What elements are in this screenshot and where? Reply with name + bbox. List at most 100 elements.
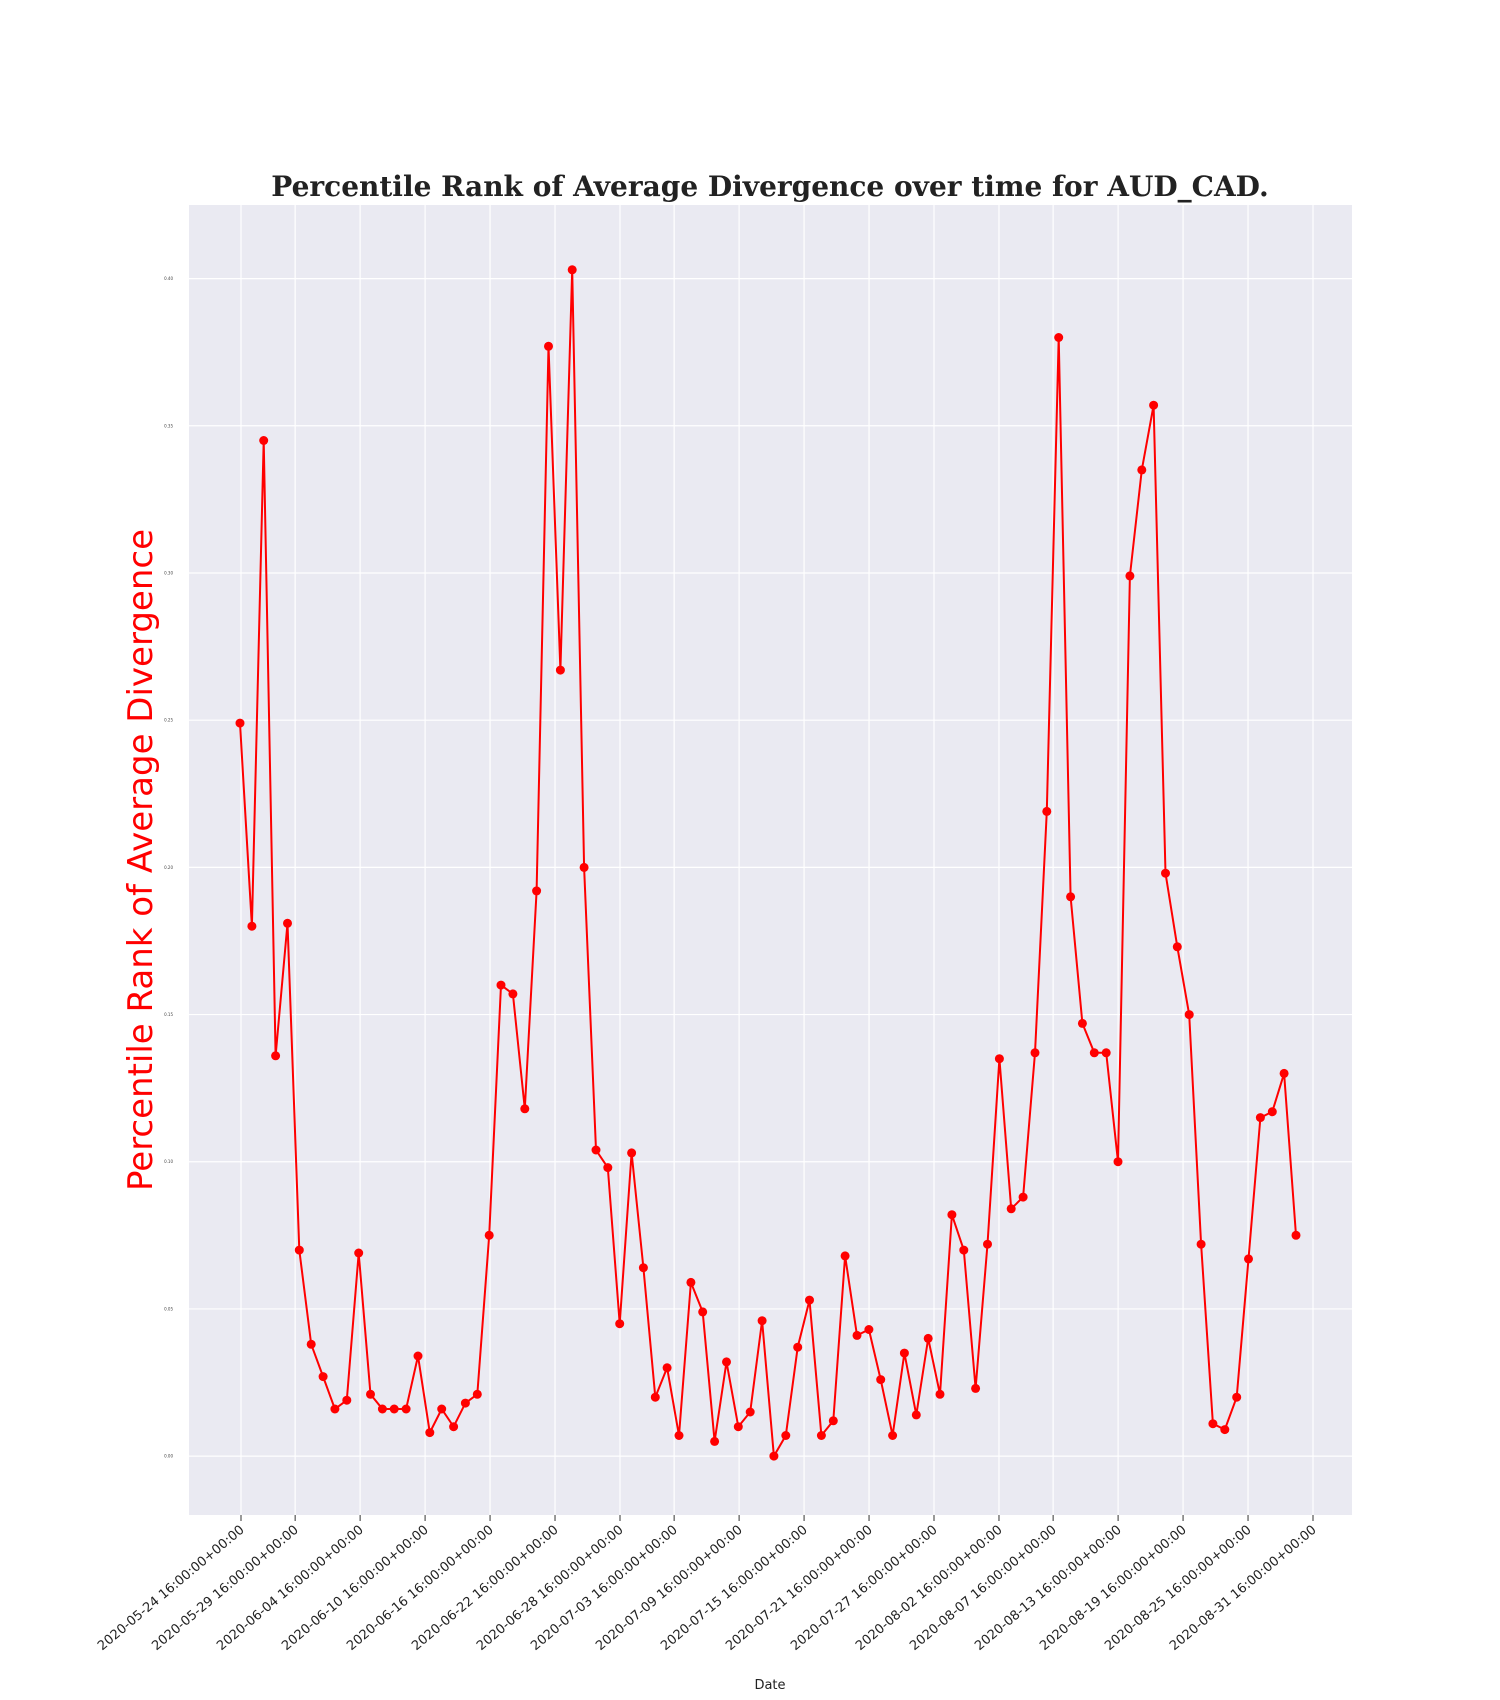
data-point [555, 665, 565, 675]
y-tick-label: 0.20 [164, 865, 173, 870]
data-point [567, 265, 577, 275]
data-point [1125, 571, 1135, 581]
y-ticks: 0.00 0.05 0.10 0.15 0.20 0.25 0.30 0.35 0.40 [164, 276, 173, 1459]
y-tick-label: 0.10 [164, 1159, 173, 1164]
plot-background [189, 205, 1352, 1515]
data-point [271, 1051, 281, 1061]
data-point [484, 1230, 494, 1240]
data-point [1291, 1230, 1301, 1240]
data-point [401, 1404, 411, 1414]
data-point [852, 1330, 862, 1340]
data-point [544, 341, 553, 351]
chart-title: Percentile Rank of Average Divergence ov… [271, 170, 1268, 203]
data-point [1137, 465, 1147, 475]
data-point [805, 1295, 814, 1305]
data-points [235, 265, 1301, 1461]
y-tick-label: 0.35 [164, 423, 173, 428]
data-point [722, 1357, 731, 1367]
data-point [425, 1428, 435, 1438]
data-point [935, 1389, 945, 1399]
data-point [888, 1431, 898, 1440]
data-point [1161, 868, 1170, 878]
data-point [472, 1389, 482, 1399]
x-axis-label: Date [754, 1678, 785, 1693]
data-point [994, 1054, 1004, 1064]
data-point [627, 1148, 637, 1158]
data-point [923, 1333, 933, 1343]
data-point [733, 1422, 743, 1432]
data-point [389, 1404, 399, 1414]
data-point [354, 1248, 364, 1258]
data-point [769, 1451, 779, 1461]
data-point [1232, 1392, 1242, 1402]
data-point [1006, 1204, 1016, 1214]
data-point [781, 1431, 791, 1440]
data-point [235, 718, 245, 728]
y-axis-label: Percentile Rank of Average Divergence [121, 529, 161, 1191]
data-point [971, 1383, 981, 1393]
data-point [615, 1319, 625, 1329]
y-tick-label: 0.25 [164, 718, 173, 723]
data-point [828, 1416, 838, 1426]
data-point [757, 1316, 767, 1326]
data-point [591, 1145, 601, 1155]
data-point [283, 918, 292, 928]
y-tick-label: 0.05 [164, 1306, 173, 1311]
data-point [1244, 1254, 1253, 1264]
data-point [1042, 806, 1052, 816]
data-point [342, 1395, 352, 1405]
data-point [603, 1163, 613, 1173]
data-point [520, 1104, 530, 1114]
data-point [840, 1251, 850, 1261]
data-point [318, 1372, 328, 1382]
data-point [330, 1404, 340, 1414]
data-point [437, 1404, 447, 1414]
data-point [413, 1351, 423, 1361]
data-point [532, 886, 542, 896]
data-point [1279, 1068, 1289, 1078]
data-point [449, 1422, 459, 1432]
data-point [247, 921, 257, 931]
data-point [1267, 1107, 1277, 1117]
data-point [911, 1410, 921, 1420]
data-point [366, 1389, 375, 1399]
data-point [1196, 1239, 1206, 1249]
data-point [306, 1339, 316, 1349]
data-point [650, 1392, 660, 1402]
data-point [1149, 400, 1159, 410]
data-point [1030, 1048, 1040, 1058]
data-point [1018, 1192, 1028, 1202]
data-point [1054, 333, 1064, 342]
data-point [377, 1404, 387, 1414]
data-point [710, 1436, 720, 1446]
data-point [259, 436, 269, 445]
y-tick-label: 0.40 [164, 276, 173, 281]
data-point [1113, 1157, 1123, 1167]
data-point [745, 1407, 755, 1417]
data-point [1077, 1018, 1087, 1028]
data-point [816, 1431, 826, 1440]
data-point [1208, 1419, 1218, 1429]
data-point [1184, 1010, 1194, 1020]
y-tick-label: 0.00 [164, 1454, 173, 1459]
data-point [876, 1375, 886, 1385]
data-point [674, 1431, 684, 1440]
y-tick-label: 0.30 [164, 570, 173, 575]
data-point [1172, 942, 1182, 952]
series-line [239, 269, 1297, 1460]
data-point [460, 1398, 470, 1408]
data-point [793, 1342, 803, 1352]
data-point [579, 862, 589, 872]
data-point [1066, 892, 1076, 902]
data-point [899, 1348, 909, 1358]
data-point [983, 1239, 992, 1249]
data-point [698, 1307, 708, 1317]
grid [189, 205, 1352, 1515]
y-tick-label: 0.15 [164, 1012, 173, 1017]
data-point [638, 1263, 648, 1273]
data-point [294, 1245, 304, 1255]
data-point [959, 1245, 969, 1255]
data-point [508, 989, 518, 999]
data-point [864, 1325, 874, 1334]
